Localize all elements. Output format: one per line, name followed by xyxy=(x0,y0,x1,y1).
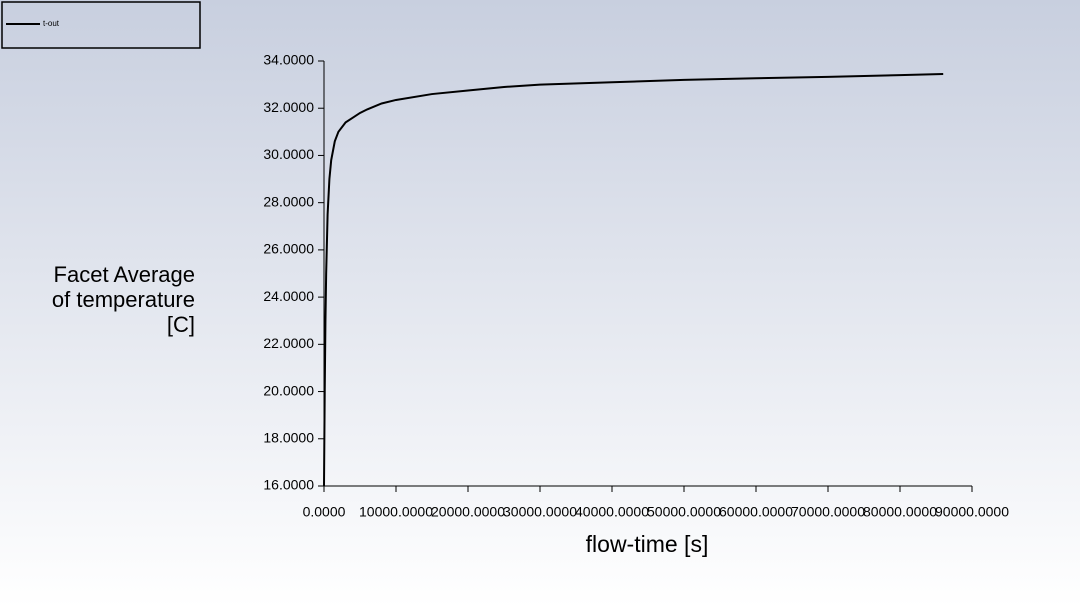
data-line xyxy=(323,72,944,487)
y-tick-label: 28.0000 xyxy=(263,193,314,209)
legend-label: t-out xyxy=(43,19,60,28)
y-tick-label: 34.0000 xyxy=(263,52,314,68)
x-tick-label: 70000.0000 xyxy=(791,504,865,520)
y-tick-label: 26.0000 xyxy=(263,241,314,257)
x-tick-label: 60000.0000 xyxy=(719,504,793,520)
x-tick-label: 0.0000 xyxy=(303,504,346,520)
x-tick-label: 90000.0000 xyxy=(935,504,1009,520)
x-tick-label: 50000.0000 xyxy=(647,504,721,520)
y-tick-label: 16.0000 xyxy=(263,477,314,493)
y-tick-label: 20.0000 xyxy=(263,382,314,398)
y-tick-label: 22.0000 xyxy=(263,335,314,351)
x-tick-label: 40000.0000 xyxy=(575,504,649,520)
x-axis-label: flow-time [s] xyxy=(586,531,709,557)
y-tick-label: 18.0000 xyxy=(263,429,314,445)
x-tick-label: 80000.0000 xyxy=(863,504,937,520)
x-tick-label: 30000.0000 xyxy=(503,504,577,520)
y-tick-label: 32.0000 xyxy=(263,99,314,115)
x-tick-label: 10000.0000 xyxy=(359,504,433,520)
y-tick-label: 24.0000 xyxy=(263,288,314,304)
legend-box xyxy=(1,1,201,49)
y-tick-label: 30.0000 xyxy=(263,146,314,162)
y-axis-label: Facet Average of temperature [C] xyxy=(51,262,195,337)
x-tick-label: 20000.0000 xyxy=(431,504,505,520)
